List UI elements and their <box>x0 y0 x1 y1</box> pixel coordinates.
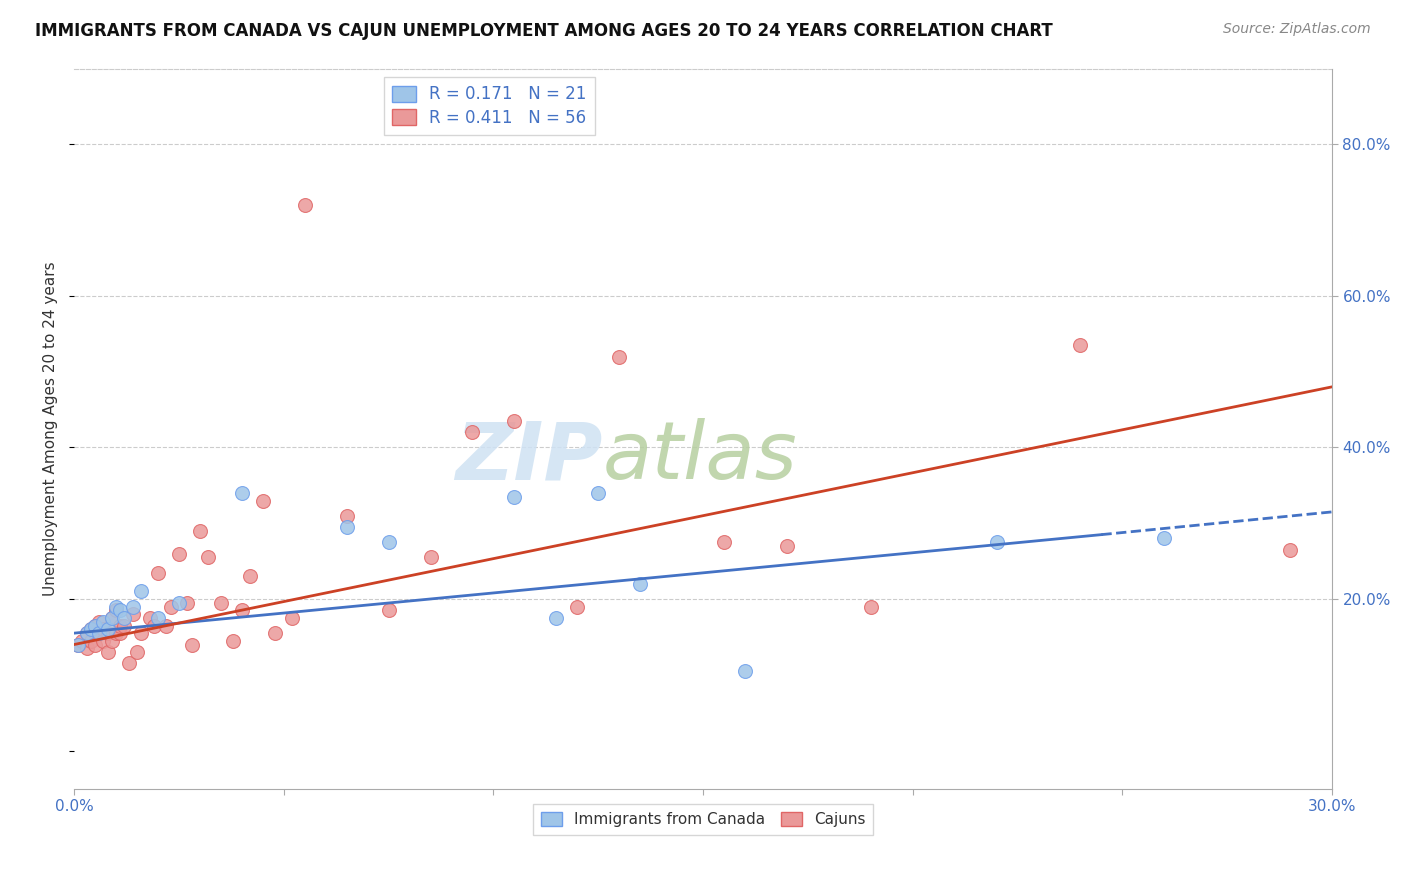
Point <box>105 626 128 640</box>
Point <box>209 596 232 610</box>
Point <box>713 535 735 549</box>
Point <box>93 623 115 637</box>
Point <box>180 638 202 652</box>
Point <box>84 626 107 640</box>
Point <box>105 599 128 614</box>
Point <box>67 638 90 652</box>
Point <box>112 611 135 625</box>
Point <box>188 524 211 538</box>
Point <box>336 520 359 534</box>
Point <box>125 645 148 659</box>
Point <box>89 615 111 629</box>
Point <box>264 626 287 640</box>
Point <box>76 626 98 640</box>
Point <box>76 641 98 656</box>
Point <box>76 626 98 640</box>
Point <box>67 638 90 652</box>
Y-axis label: Unemployment Among Ages 20 to 24 years: Unemployment Among Ages 20 to 24 years <box>44 261 58 596</box>
Point <box>117 657 139 671</box>
Point <box>112 618 135 632</box>
Point <box>197 550 219 565</box>
Point <box>80 623 103 637</box>
Point <box>503 414 526 428</box>
Legend: Immigrants from Canada, Cajuns: Immigrants from Canada, Cajuns <box>533 804 873 835</box>
Point <box>101 611 124 625</box>
Text: ZIP: ZIP <box>456 418 602 496</box>
Text: Source: ZipAtlas.com: Source: ZipAtlas.com <box>1223 22 1371 37</box>
Point <box>986 535 1008 549</box>
Point <box>628 577 651 591</box>
Point <box>80 633 103 648</box>
Point <box>252 493 274 508</box>
Point <box>377 535 399 549</box>
Point <box>1153 532 1175 546</box>
Point <box>89 626 111 640</box>
Point <box>734 664 756 678</box>
Point <box>129 626 152 640</box>
Point <box>281 611 304 625</box>
Point <box>167 547 190 561</box>
Point <box>1279 542 1302 557</box>
Point <box>419 550 441 565</box>
Point <box>84 618 107 632</box>
Point <box>377 603 399 617</box>
Point <box>93 615 115 629</box>
Point <box>101 633 124 648</box>
Point <box>129 584 152 599</box>
Point <box>176 596 198 610</box>
Point <box>155 618 177 632</box>
Point <box>80 623 103 637</box>
Point <box>93 633 115 648</box>
Point <box>97 626 120 640</box>
Point <box>231 486 253 500</box>
Point <box>1069 338 1091 352</box>
Point <box>159 599 181 614</box>
Point <box>97 645 120 659</box>
Point <box>97 623 120 637</box>
Point <box>138 611 160 625</box>
Point <box>294 198 316 212</box>
Point <box>588 486 610 500</box>
Point <box>336 508 359 523</box>
Point <box>105 603 128 617</box>
Point <box>101 611 124 625</box>
Text: IMMIGRANTS FROM CANADA VS CAJUN UNEMPLOYMENT AMONG AGES 20 TO 24 YEARS CORRELATI: IMMIGRANTS FROM CANADA VS CAJUN UNEMPLOY… <box>35 22 1053 40</box>
Point <box>776 539 799 553</box>
Point <box>607 350 630 364</box>
Point <box>72 633 94 648</box>
Point <box>142 618 165 632</box>
Text: atlas: atlas <box>602 418 797 496</box>
Point <box>84 638 107 652</box>
Point <box>110 618 132 632</box>
Point <box>461 425 484 440</box>
Point <box>239 569 262 583</box>
Point <box>546 611 568 625</box>
Point <box>89 626 111 640</box>
Point <box>222 633 245 648</box>
Point <box>121 607 143 622</box>
Point <box>84 618 107 632</box>
Point <box>110 603 132 617</box>
Point <box>121 599 143 614</box>
Point <box>859 599 882 614</box>
Point <box>567 599 589 614</box>
Point <box>503 490 526 504</box>
Point <box>146 566 169 580</box>
Point <box>167 596 190 610</box>
Point <box>110 626 132 640</box>
Point <box>231 603 253 617</box>
Point <box>146 611 169 625</box>
